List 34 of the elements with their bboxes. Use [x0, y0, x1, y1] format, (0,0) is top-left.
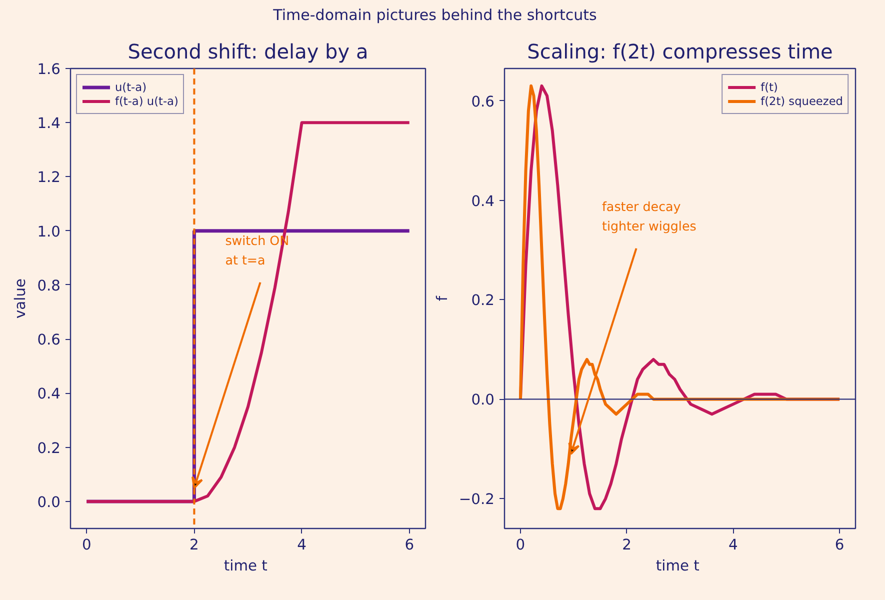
y-tick-label: 0.6: [37, 332, 61, 349]
legend-label: f(2t) squeezed: [760, 94, 843, 108]
x-axis-title: time t: [224, 558, 268, 574]
y-tick-label: 1.0: [37, 223, 61, 240]
x-tick-label: 6: [834, 536, 844, 554]
y-tick-label: 0.4: [471, 192, 495, 210]
y-axis-title: value: [12, 278, 30, 319]
legend-label: f(t): [760, 80, 779, 94]
x-tick-label: 2: [190, 536, 199, 554]
y-tick-label: 0.0: [37, 494, 61, 511]
y-axis-title: f: [434, 295, 451, 302]
x-tick-label: 0: [82, 536, 92, 554]
x-tick-label: 4: [728, 536, 738, 554]
x-tick-label: 0: [516, 536, 526, 554]
y-tick-label: 0.4: [37, 386, 61, 403]
x-axis-title: time t: [656, 558, 700, 574]
chart-title: Second shift: delay by a: [128, 40, 368, 64]
text: Time-domain pictures behind the shortcuts: [273, 5, 597, 26]
y-tick-label: 0.8: [37, 277, 61, 294]
y-tick-label: 0.0: [471, 392, 495, 409]
y-tick-label: 0.6: [471, 93, 495, 110]
annotation: faster decay tighter wiggles: [602, 198, 696, 234]
y-tick-label: 1.4: [37, 115, 61, 132]
x-tick-label: 4: [297, 536, 306, 554]
y-tick-label: 1.2: [37, 169, 61, 186]
y-tick-label: 0.2: [37, 440, 61, 457]
y-tick-label: 0.2: [471, 292, 495, 310]
legend-label: u(t-a): [115, 80, 146, 94]
x-tick-label: 6: [404, 536, 414, 554]
y-tick-label: −0.2: [458, 491, 495, 508]
y-tick-label: 1.6: [37, 61, 61, 78]
x-tick-label: 2: [622, 536, 632, 554]
legend-label: f(t-a) u(t-a): [115, 94, 178, 108]
chart-title: Scaling: f(2t) compresses time: [527, 40, 833, 64]
